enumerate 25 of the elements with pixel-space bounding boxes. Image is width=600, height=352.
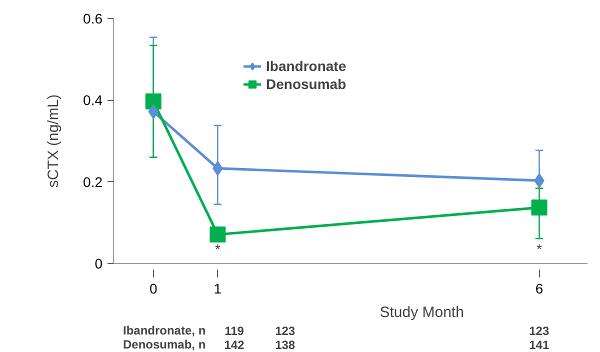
y-tick-label: 0.6 <box>83 10 103 26</box>
text: 141 <box>529 338 550 352</box>
text: 138 <box>275 338 296 352</box>
point <box>531 200 548 216</box>
text: Ibandronate, n <box>122 324 206 338</box>
text: 123 <box>529 324 550 338</box>
legend-label: Denosumab <box>266 76 346 92</box>
legend-label: Ibandronate <box>266 58 346 74</box>
point <box>145 93 162 110</box>
text: 119 <box>224 324 244 338</box>
x-axis-title: Study Month <box>380 304 464 321</box>
x-tick-label: 6 <box>535 280 544 296</box>
text: Denosumab, n <box>122 338 206 352</box>
text: 142 <box>224 338 245 352</box>
point <box>210 226 226 243</box>
y-axis-title: sCTX (ng/mL) <box>45 94 62 188</box>
x-tick-label: 1 <box>214 280 222 296</box>
y-tick-label: 0.4 <box>83 92 103 108</box>
point <box>148 104 159 120</box>
annotation: * <box>214 241 221 258</box>
y-tick-label: 0 <box>94 256 103 272</box>
y-tick-label: 0.2 <box>83 174 103 190</box>
text: 123 <box>275 324 296 338</box>
x-tick-label: 0 <box>149 280 158 296</box>
annotation: * <box>536 241 543 258</box>
